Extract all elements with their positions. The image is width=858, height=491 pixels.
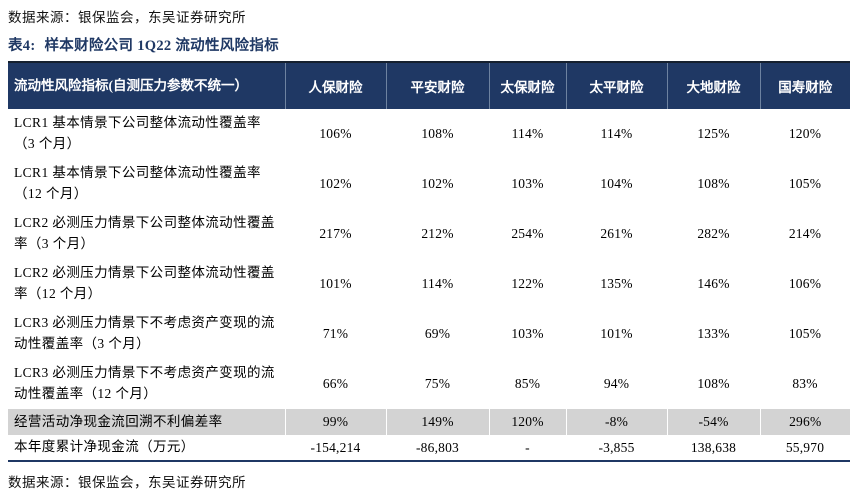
value-cell: -3,855 bbox=[598, 439, 635, 455]
value-cell: 103% bbox=[511, 176, 544, 191]
value-cell: 214% bbox=[788, 226, 822, 241]
value-cell: 66% bbox=[322, 376, 349, 391]
column-header-guoshou: 国寿财险 bbox=[759, 61, 850, 109]
indicator-label: LCR2 必测压力情景下公司整体流动性覆盖率（3 个月） bbox=[14, 215, 275, 251]
table-row: LCR3 必测压力情景下不考虑资产变现的流动性覆盖率（12 个月） 66% 75… bbox=[8, 359, 850, 409]
value-cell: 254% bbox=[511, 226, 544, 241]
table-row: LCR3 必测压力情景下不考虑资产变现的流动性覆盖率（3 个月） 71% 69%… bbox=[8, 309, 850, 359]
indicator-label: 本年度累计净现金流（万元） bbox=[14, 439, 195, 455]
value-cell: 114% bbox=[511, 126, 544, 141]
value-cell: -154,214 bbox=[310, 439, 361, 455]
value-cell: 71% bbox=[322, 326, 349, 341]
value-cell: 99% bbox=[284, 409, 386, 435]
value-cell: 108% bbox=[697, 376, 730, 391]
column-header-indicator: 流动性风险指标(自测压力参数不统一） bbox=[8, 61, 285, 109]
value-cell: 125% bbox=[697, 126, 730, 141]
column-header-taiping: 太平财险 bbox=[565, 61, 667, 109]
value-cell: 133% bbox=[697, 326, 730, 341]
value-cell: -86,803 bbox=[415, 439, 460, 455]
value-cell: 108% bbox=[421, 126, 454, 141]
column-header-pingan: 平安财险 bbox=[385, 61, 489, 109]
table-number-label: 表4: bbox=[8, 38, 36, 54]
table-row: LCR2 必测压力情景下公司整体流动性覆盖率（12 个月） 101% 114% … bbox=[8, 259, 850, 309]
table-row: 本年度累计净现金流（万元） -154,214 -86,803 - -3,855 … bbox=[8, 435, 850, 461]
column-header-cpic: 太保财险 bbox=[488, 61, 566, 109]
source-note-bottom: 数据来源：银保监会，东吴证券研究所 bbox=[8, 475, 246, 490]
table-row: LCR1 基本情景下公司整体流动性覆盖率（12 个月） 102% 102% 10… bbox=[8, 159, 850, 209]
liquidity-risk-table: 流动性风险指标(自测压力参数不统一） 人保财险 平安财险 太保财险 太平财险 大… bbox=[8, 61, 850, 462]
table-row-highlighted: 经营活动净现金流回溯不利偏差率 99% 149% 120% -8% -54% 2… bbox=[8, 409, 850, 435]
source-note-top: 数据来源：银保监会，东吴证券研究所 bbox=[8, 10, 246, 25]
value-cell: 104% bbox=[600, 176, 633, 191]
value-cell: 120% bbox=[788, 126, 822, 141]
value-cell: 146% bbox=[697, 276, 730, 291]
value-cell: 94% bbox=[603, 376, 630, 391]
value-cell: 101% bbox=[319, 276, 352, 291]
header-row: 流动性风险指标(自测压力参数不统一） 人保财险 平安财险 太保财险 太平财险 大… bbox=[8, 61, 850, 109]
value-cell: 114% bbox=[600, 126, 633, 141]
indicator-label: LCR3 必测压力情景下不考虑资产变现的流动性覆盖率（12 个月） bbox=[14, 365, 275, 401]
indicator-label: 经营活动净现金流回溯不利偏差率 bbox=[8, 409, 285, 435]
column-header-picc: 人保财险 bbox=[284, 61, 386, 109]
indicator-label: LCR1 基本情景下公司整体流动性覆盖率（12 个月） bbox=[14, 165, 261, 201]
table-title-text: 样本财险公司 1Q22 流动性风险指标 bbox=[44, 38, 279, 54]
value-cell: 106% bbox=[788, 276, 822, 291]
value-cell: 103% bbox=[511, 326, 544, 341]
value-cell: 101% bbox=[600, 326, 633, 341]
column-header-dadi: 大地财险 bbox=[666, 61, 760, 109]
indicator-label: LCR1 基本情景下公司整体流动性覆盖率（3 个月） bbox=[14, 115, 261, 151]
value-cell: 55,970 bbox=[785, 439, 825, 455]
value-cell: 106% bbox=[319, 126, 352, 141]
table-row: LCR2 必测压力情景下公司整体流动性覆盖率（3 个月） 217% 212% 2… bbox=[8, 209, 850, 259]
value-cell: 102% bbox=[319, 176, 352, 191]
value-cell: 85% bbox=[514, 376, 541, 391]
value-cell: 114% bbox=[421, 276, 454, 291]
value-cell: 212% bbox=[421, 226, 454, 241]
indicator-label: LCR3 必测压力情景下不考虑资产变现的流动性覆盖率（3 个月） bbox=[14, 315, 275, 351]
value-cell: 296% bbox=[759, 409, 850, 435]
value-cell: 120% bbox=[488, 409, 566, 435]
value-cell: 149% bbox=[385, 409, 489, 435]
table-title: 表4: 样本财险公司 1Q22 流动性风险指标 bbox=[0, 26, 858, 61]
value-cell: 75% bbox=[424, 376, 451, 391]
value-cell: 138,638 bbox=[690, 439, 737, 455]
value-cell: 282% bbox=[697, 226, 730, 241]
value-cell: 105% bbox=[788, 176, 822, 191]
table-row: LCR1 基本情景下公司整体流动性覆盖率（3 个月） 106% 108% 114… bbox=[8, 109, 850, 159]
value-cell: 122% bbox=[511, 276, 544, 291]
value-cell: -54% bbox=[666, 409, 760, 435]
value-cell: 108% bbox=[697, 176, 730, 191]
value-cell: 135% bbox=[600, 276, 633, 291]
value-cell: 83% bbox=[792, 376, 818, 391]
value-cell: 102% bbox=[421, 176, 454, 191]
value-cell: 69% bbox=[424, 326, 451, 341]
indicator-label: LCR2 必测压力情景下公司整体流动性覆盖率（12 个月） bbox=[14, 265, 275, 301]
value-cell: 217% bbox=[319, 226, 352, 241]
value-cell: 105% bbox=[788, 326, 822, 341]
value-cell: -8% bbox=[565, 409, 667, 435]
value-cell: - bbox=[525, 439, 530, 455]
value-cell: 261% bbox=[600, 226, 633, 241]
